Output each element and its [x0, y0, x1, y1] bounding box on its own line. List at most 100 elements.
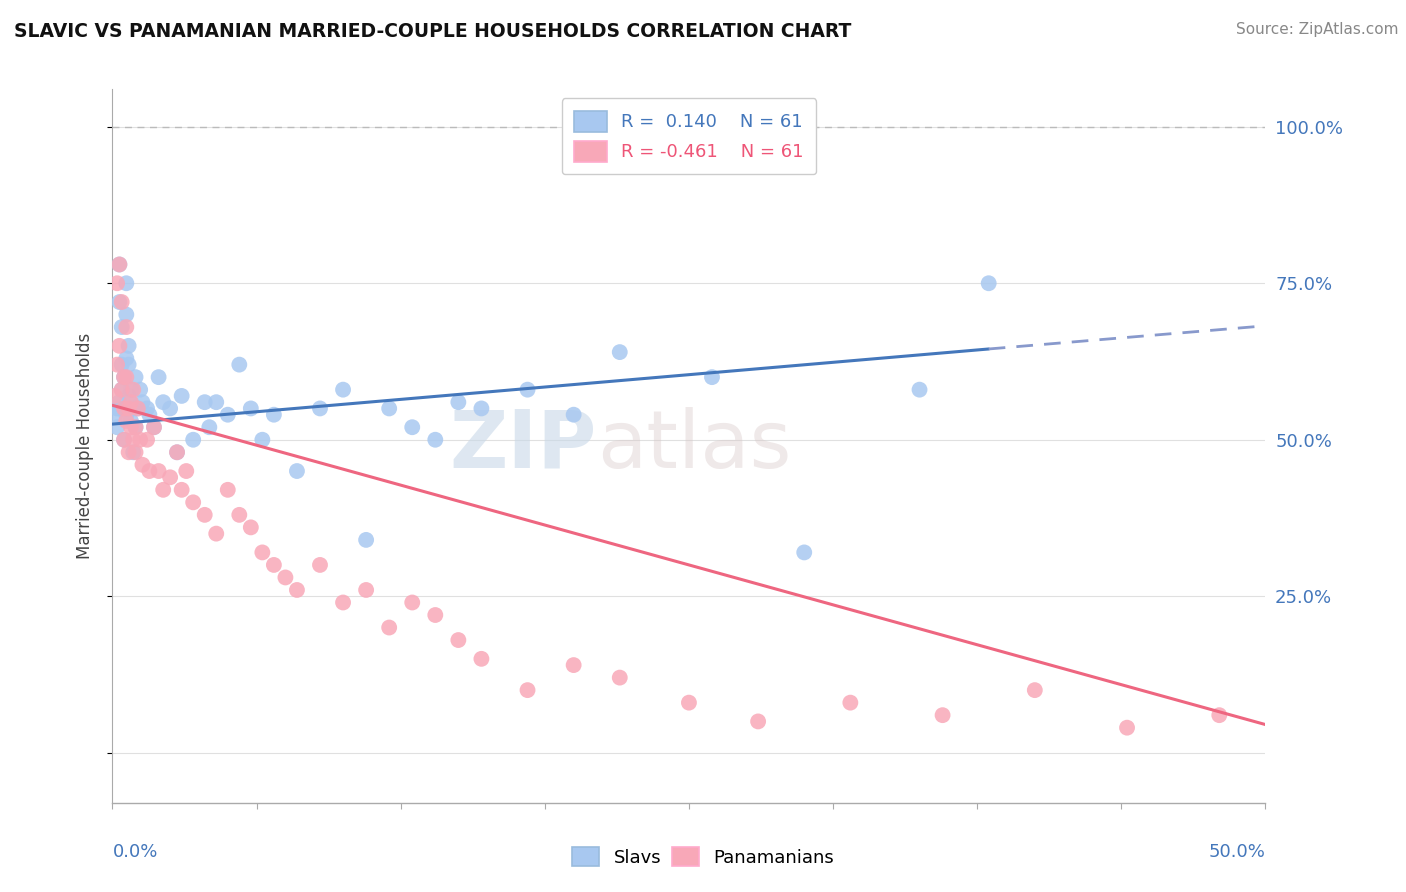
- Point: [181, 433, 204, 447]
- Point: [122, 383, 145, 397]
- Point: [105, 277, 128, 291]
- Point: [105, 420, 128, 434]
- Point: [152, 395, 174, 409]
- Point: [678, 696, 700, 710]
- Point: [354, 582, 377, 597]
- Point: [205, 395, 228, 409]
- Point: [239, 401, 262, 416]
- Point: [159, 470, 181, 484]
- Point: [131, 395, 153, 409]
- Text: SLAVIC VS PANAMANIAN MARRIED-COUPLE HOUSEHOLDS CORRELATION CHART: SLAVIC VS PANAMANIAN MARRIED-COUPLE HOUS…: [14, 22, 852, 41]
- Text: 50.0%: 50.0%: [1209, 843, 1265, 861]
- Point: [205, 526, 228, 541]
- Point: [105, 358, 128, 372]
- Point: [562, 408, 585, 422]
- Point: [104, 389, 127, 403]
- Point: [117, 389, 139, 403]
- Point: [117, 445, 139, 459]
- Point: [609, 671, 631, 685]
- Point: [332, 383, 354, 397]
- Point: [170, 483, 193, 497]
- Point: [115, 277, 138, 291]
- Text: ZIP: ZIP: [450, 407, 596, 485]
- Point: [239, 520, 262, 534]
- Point: [124, 420, 146, 434]
- Point: [115, 351, 138, 366]
- Point: [700, 370, 723, 384]
- Point: [124, 420, 146, 434]
- Legend: Slavs, Panamanians: Slavs, Panamanians: [565, 840, 841, 874]
- Point: [170, 389, 193, 403]
- Point: [120, 383, 142, 397]
- Point: [105, 401, 128, 416]
- Point: [309, 401, 332, 416]
- Point: [143, 420, 166, 434]
- Point: [115, 370, 138, 384]
- Point: [252, 433, 274, 447]
- Point: [143, 420, 166, 434]
- Point: [117, 358, 139, 372]
- Point: [252, 545, 274, 559]
- Point: [120, 420, 142, 434]
- Point: [108, 257, 131, 271]
- Point: [401, 595, 423, 609]
- Point: [112, 433, 135, 447]
- Point: [977, 277, 1000, 291]
- Point: [1208, 708, 1230, 723]
- Point: [117, 401, 139, 416]
- Point: [181, 495, 204, 509]
- Point: [136, 433, 159, 447]
- Point: [108, 257, 131, 271]
- Point: [228, 358, 250, 372]
- Y-axis label: Married-couple Households: Married-couple Households: [76, 333, 94, 559]
- Point: [285, 582, 308, 597]
- Point: [609, 345, 631, 359]
- Point: [401, 420, 423, 434]
- Point: [112, 370, 135, 384]
- Point: [516, 383, 538, 397]
- Point: [447, 395, 470, 409]
- Point: [112, 370, 135, 384]
- Point: [285, 464, 308, 478]
- Point: [117, 339, 139, 353]
- Point: [378, 621, 401, 635]
- Point: [111, 383, 134, 397]
- Point: [124, 370, 146, 384]
- Point: [124, 445, 146, 459]
- Point: [159, 401, 181, 416]
- Point: [108, 339, 131, 353]
- Point: [447, 633, 470, 648]
- Point: [470, 401, 492, 416]
- Point: [425, 433, 447, 447]
- Point: [332, 595, 354, 609]
- Point: [174, 464, 197, 478]
- Point: [470, 652, 492, 666]
- Point: [111, 295, 134, 310]
- Point: [138, 408, 160, 422]
- Point: [516, 683, 538, 698]
- Point: [228, 508, 250, 522]
- Point: [115, 308, 138, 322]
- Point: [129, 383, 152, 397]
- Point: [115, 414, 138, 428]
- Point: [115, 408, 138, 422]
- Point: [111, 358, 134, 372]
- Point: [793, 545, 815, 559]
- Point: [111, 383, 134, 397]
- Point: [127, 401, 149, 416]
- Point: [112, 401, 135, 416]
- Text: 0.0%: 0.0%: [112, 843, 157, 861]
- Point: [136, 401, 159, 416]
- Point: [131, 458, 153, 472]
- Point: [148, 370, 170, 384]
- Point: [112, 433, 135, 447]
- Point: [217, 408, 239, 422]
- Point: [120, 395, 142, 409]
- Point: [194, 395, 217, 409]
- Point: [115, 320, 138, 334]
- Point: [263, 558, 285, 572]
- Point: [309, 558, 332, 572]
- Point: [747, 714, 769, 729]
- Text: atlas: atlas: [596, 407, 792, 485]
- Legend: R =  0.140    N = 61, R = -0.461    N = 61: R = 0.140 N = 61, R = -0.461 N = 61: [561, 98, 817, 174]
